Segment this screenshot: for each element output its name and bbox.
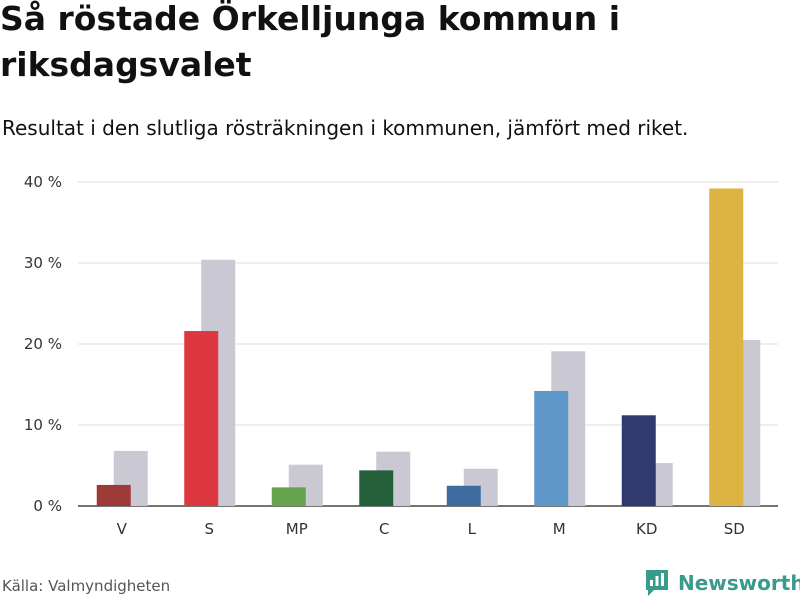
y-tick-label: 30 % (24, 254, 62, 272)
bar-kommun-c (359, 470, 394, 506)
brand-name: Newsworthy (678, 571, 800, 595)
x-tick-label: M (553, 520, 566, 538)
y-tick-label: 20 % (24, 335, 62, 353)
x-tick-label: L (468, 520, 477, 538)
x-tick-label: MP (286, 520, 308, 538)
x-tick-label: KD (636, 520, 657, 538)
brand-logo: Newsworthy (644, 566, 800, 600)
y-tick-label: 40 % (24, 173, 62, 191)
bar-kommun-l (446, 485, 481, 506)
bar-kommun-s (184, 331, 219, 506)
x-tick-label: SD (724, 520, 745, 538)
bar-kommun-kd (621, 415, 656, 506)
x-tick-label: S (204, 520, 214, 538)
source-note: Källa: Valmyndigheten (2, 577, 171, 595)
chart-subtitle: Resultat i den slutliga rösträkningen i … (2, 116, 689, 140)
bar-chart: 0 % 10 % 20 % 30 % 40 % V S MP C L M KD SD (24, 173, 778, 538)
bar-kommun-m (534, 390, 569, 506)
x-tick-label: C (379, 520, 389, 538)
bar-kommun-v (96, 484, 131, 506)
x-tick-label: V (117, 520, 128, 538)
bar-kommun-mp (271, 487, 306, 506)
newsworthy-logo-icon (646, 570, 668, 596)
y-tick-label: 0 % (33, 497, 62, 515)
y-tick-label: 10 % (24, 416, 62, 434)
bar-kommun-sd (709, 188, 744, 507)
chart-title: Så röstade Örkelljunga kommun i riksdags… (0, 0, 621, 84)
